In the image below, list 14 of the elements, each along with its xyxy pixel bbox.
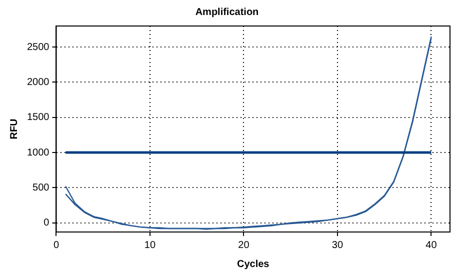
y-tick-label: 0: [44, 218, 50, 229]
chart-title: Amplification: [195, 6, 259, 18]
y-tick-label: 500: [32, 182, 50, 194]
x-axis-title: Cycles: [237, 258, 270, 270]
y-tick-label: 2000: [26, 76, 50, 88]
y-tick-label: 1500: [26, 112, 50, 124]
x-tick-label: 30: [332, 240, 344, 251]
x-tick-label: 40: [426, 240, 438, 251]
x-tick-label: 0: [53, 240, 60, 251]
y-axis-title: RFU: [8, 118, 20, 140]
y-tick-label: 2500: [26, 42, 50, 53]
y-tick-label: 1000: [26, 147, 50, 158]
x-tick-label: 10: [144, 240, 156, 251]
x-tick-label: 20: [238, 240, 250, 251]
